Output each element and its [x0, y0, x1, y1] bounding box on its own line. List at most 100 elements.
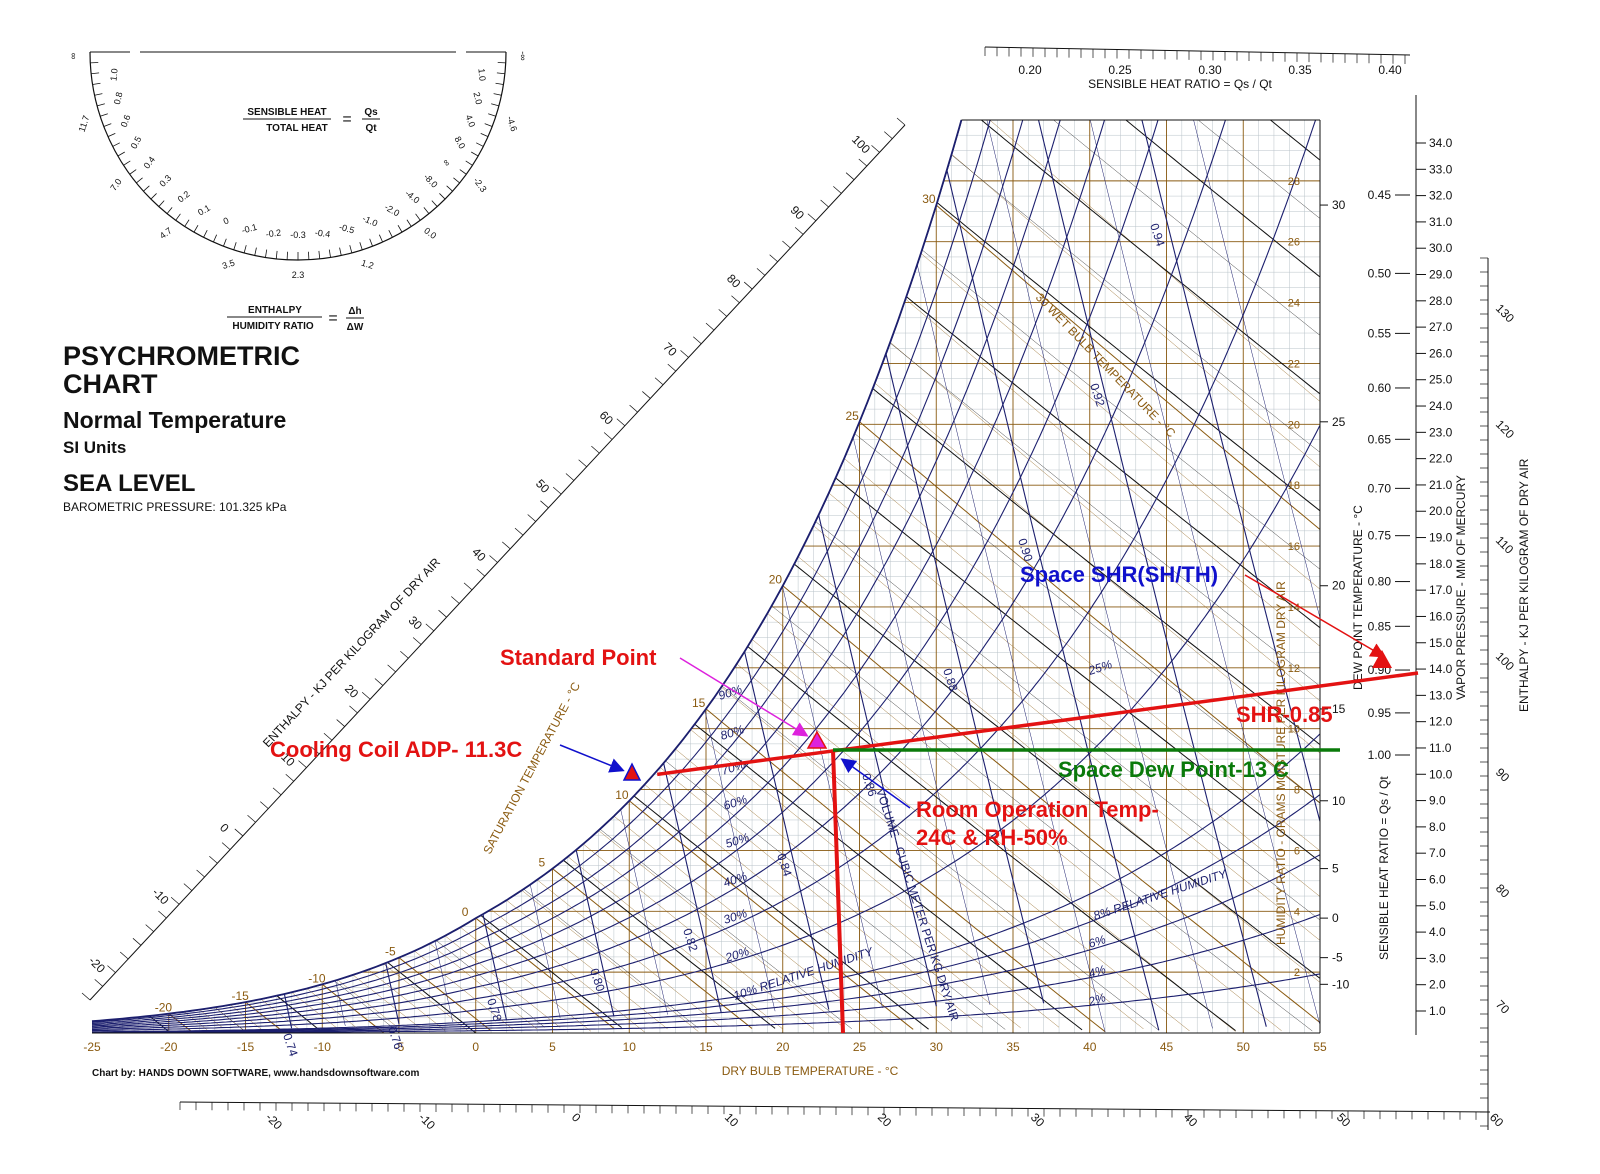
humidity-tick-label: 12 [1288, 663, 1300, 675]
space-shr-arrow [1244, 574, 1386, 658]
room-condition-label: 24C & RH-50% [916, 825, 1068, 850]
x-tick-label: 10 [623, 1040, 637, 1054]
enthalpy-bottom-label: 0 [569, 1110, 584, 1125]
wet-bulb-line [705, 708, 1106, 1033]
enthalpy-diag-tick [654, 377, 664, 386]
dew-point-tick-label: 20 [1332, 579, 1346, 593]
wet-bulb-line [352, 974, 423, 1030]
wet-bulb-line [521, 890, 699, 1032]
vapor-pressure-tick-label: 18.0 [1429, 557, 1453, 571]
protractor-tick [233, 242, 237, 250]
volume-label: 0.74 [280, 1032, 301, 1059]
enthalpy-diag-tick [743, 281, 753, 290]
enthalpy-bottom-label: 40 [1181, 1110, 1201, 1130]
enthalpy-diag-tick [858, 158, 868, 167]
shr-top-tick-label: 0.35 [1288, 63, 1312, 77]
rh-label: 40% [722, 869, 749, 890]
enthalpy-diag-tick [565, 473, 575, 481]
protractor-inner-label: -0.5 [338, 222, 356, 236]
wet-bulb-line [966, 120, 1320, 402]
vapor-pressure-tick-label: 14.0 [1429, 662, 1453, 676]
chart-subtitle: Normal Temperature [63, 407, 287, 433]
standard-point-marker [806, 730, 828, 749]
protractor-tick [100, 113, 108, 117]
vapor-pressure-tick-label: 2.0 [1429, 978, 1446, 992]
protractor-inner-label: -0.3 [290, 230, 306, 240]
rh-curve-100 [92, 120, 976, 1022]
enthalpy-diag-tick [323, 732, 333, 741]
vapor-pressure-tick-label: 17.0 [1429, 583, 1453, 597]
enthalpy-diag-label: -10 [150, 885, 172, 907]
protractor-inner-label: -0.1 [240, 222, 258, 236]
wet-bulb-line [767, 613, 1282, 1031]
enthalpy-right-label: 70 [1493, 997, 1513, 1017]
shr-top-tick-label: 0.20 [1018, 63, 1042, 77]
adp-arrow [559, 744, 625, 773]
saturation-label: SATURATION TEMPERATURE - °C [480, 679, 583, 856]
wet-bulb-label: -10 [308, 971, 326, 985]
rh-label: 8% RELATIVE HUMIDITY [1092, 866, 1230, 923]
chart-units: SI Units [63, 438, 127, 457]
protractor-tick [223, 238, 227, 247]
humidity-tick-label: 8 [1294, 785, 1300, 797]
specific-volume-line [820, 120, 1106, 1032]
protractor-inner-label: -0.4 [314, 227, 331, 239]
volume-label: 0.86 [859, 772, 880, 799]
vapor-pressure-tick-label: 12.0 [1429, 715, 1453, 729]
x-tick-label: 55 [1313, 1040, 1327, 1054]
humidity-tick-label: 18 [1288, 480, 1300, 492]
enthalpy-diag-tick [221, 842, 231, 850]
protractor-tick [175, 213, 181, 221]
protractor-tick [123, 160, 131, 166]
enthalpy-diag-tick [896, 117, 906, 126]
shr-tick-label: 0.55 [1368, 326, 1392, 340]
hr-formula-label: HUMIDITY RATIO [232, 321, 314, 332]
shr-formula-label: SENSIBLE HEAT [247, 107, 326, 118]
protractor-tick [158, 200, 165, 207]
specific-volume-line [107, 120, 346, 1027]
specific-volume-line [1120, 120, 1320, 618]
specific-volume-line [459, 120, 722, 1014]
enthalpy-diag-label: 40 [469, 545, 489, 565]
enthalpy-diag-tick [756, 268, 766, 276]
protractor-outer-label: -∞ [518, 51, 528, 60]
x-tick-label: -15 [237, 1040, 255, 1054]
protractor-tick [184, 219, 190, 227]
enthalpy-line [92, 348, 929, 1030]
rh-label: 80% [719, 722, 746, 743]
wet-bulb-line [583, 843, 814, 1029]
dew-point-tick-label: 15 [1332, 702, 1346, 716]
vapor-pressure-tick-label: 1.0 [1429, 1004, 1446, 1018]
specific-volume-line [306, 120, 561, 1019]
shr-value-label: SHR-0.85 [1236, 702, 1333, 727]
vapor-pressure-tick-label: 24.0 [1429, 399, 1453, 413]
shr-protractor: 1.0 0.8 0.6 0.5 0.40.30.2 0.1 0 -0.1 -0.2 -0.3 -0.… [68, 51, 528, 333]
protractor-outer-label: 7.0 [108, 177, 123, 193]
protractor-tick [318, 250, 321, 259]
protractor-tick [471, 151, 479, 157]
process-lines [622, 650, 1419, 1034]
dew-point-tick-label: 0 [1332, 911, 1339, 925]
vapor-pressure-tick-label: 8.0 [1429, 820, 1446, 834]
wet-bulb-line [613, 815, 883, 1033]
chart-altitude: SEA LEVEL [63, 470, 196, 497]
humidity-tick-label: 26 [1288, 237, 1300, 249]
wet-bulb-line [721, 686, 1144, 1030]
volume-label: 0.92 [1087, 382, 1108, 409]
protractor-tick [136, 177, 143, 184]
enthalpy-diag-tick [132, 938, 142, 946]
enthalpy-diag-tick [782, 240, 791, 249]
rh-label: 2% [1086, 990, 1108, 1009]
wet-bulb-line [813, 525, 1320, 941]
x-tick-label: -20 [160, 1040, 178, 1054]
humidity-tick-label: 20 [1288, 419, 1300, 431]
hr-formula-dh: Δh [348, 306, 361, 317]
wet-bulb-line [383, 963, 469, 1031]
wet-bulb-line [444, 935, 561, 1028]
dew-point-axis-label: DEW POINT TEMPERATURE - °C [1351, 505, 1365, 690]
protractor-tick [359, 242, 363, 250]
enthalpy-diag-tick [820, 199, 829, 208]
wet-bulb-line [797, 556, 1320, 983]
vapor-pressure-tick-label: 7.0 [1429, 846, 1446, 860]
